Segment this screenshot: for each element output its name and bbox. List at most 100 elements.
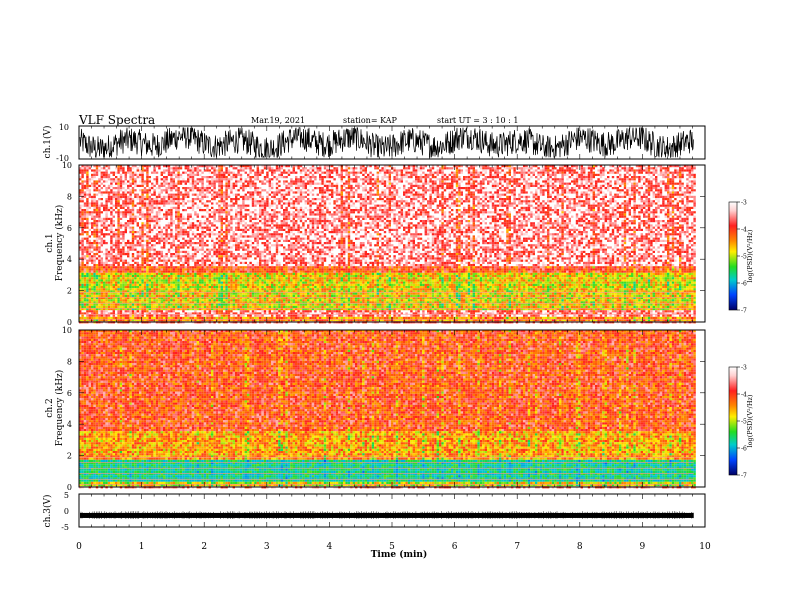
spectrogram-cell [204, 275, 206, 277]
spectrogram-cell [144, 205, 146, 207]
spectrogram-cell [204, 297, 206, 299]
spectrogram-cell [197, 251, 199, 253]
spectrogram-cell [153, 277, 155, 279]
spectrogram-cell [161, 189, 163, 191]
spectrogram-cell [199, 288, 201, 290]
spectrogram-cell [105, 249, 107, 251]
spectrogram-cell [91, 262, 93, 264]
spectrogram-cell [122, 319, 124, 321]
spectrogram-cell [122, 246, 124, 248]
spectrogram-cell [141, 194, 143, 196]
spectrogram-cell [213, 306, 215, 308]
spectrogram-cell [105, 288, 107, 290]
spectrogram-cell [134, 216, 136, 218]
spectrogram-cell [115, 319, 117, 321]
spectrogram-cell [117, 185, 119, 187]
spectrogram-cell [153, 279, 155, 281]
spectrogram-cell [170, 277, 172, 279]
ch1-panel: 10 -10 ch.1(V) [42, 123, 705, 163]
spectrogram-cell [98, 299, 100, 301]
spectrogram-cell [158, 191, 160, 193]
spectrogram-cell [101, 218, 103, 220]
spectrogram-cell [132, 249, 134, 251]
spectrogram-cell [187, 275, 189, 277]
spectrogram-cell [156, 216, 158, 218]
spectrogram-cell [216, 172, 218, 174]
spectrogram-cell [113, 288, 115, 290]
spectrogram-cell [86, 235, 88, 237]
spectrogram-cell [96, 304, 98, 306]
spectrogram-cell [120, 242, 122, 244]
spectrogram-cell [84, 282, 86, 284]
spectrogram-cell [201, 317, 203, 319]
spectrogram-cell [182, 279, 184, 281]
spectrogram-cell [204, 264, 206, 266]
spectrogram-cell [141, 271, 143, 273]
spectrogram-cell [173, 286, 175, 288]
spectrogram-cell [206, 315, 208, 317]
spectrogram-cell [132, 213, 134, 215]
spectrogram-cell [209, 257, 211, 259]
spectrogram-cell [91, 251, 93, 253]
spectrogram-cell [216, 233, 218, 235]
spectrogram-cell [187, 268, 189, 270]
spectrogram-cell [158, 196, 160, 198]
spectrogram-cell [139, 172, 141, 174]
spectrogram-cell [110, 220, 112, 222]
spectrogram-cell [204, 315, 206, 317]
spectrogram-cell [151, 202, 153, 204]
spectrogram-cell [199, 227, 201, 229]
spectrogram-cell [213, 189, 215, 191]
spectrogram-cell [144, 227, 146, 229]
spectrogram-cell [91, 310, 93, 312]
spectrogram-cell [149, 189, 151, 191]
spectrogram-cell [163, 242, 165, 244]
spectrogram-cell [89, 194, 91, 196]
spectrogram-cell [194, 255, 196, 257]
spectrogram-cell [113, 297, 115, 299]
spectrogram-cell [158, 260, 160, 262]
spectrogram-cell [137, 271, 139, 273]
spectrogram-cell [146, 176, 148, 178]
spectrogram-cell [211, 271, 213, 273]
spectrogram-cell [110, 251, 112, 253]
spectrogram-cell [81, 174, 83, 176]
spectrogram-cell [149, 284, 151, 286]
spectrogram-cell [177, 240, 179, 242]
spectrogram-cell [216, 277, 218, 279]
spectrogram-cell [86, 310, 88, 312]
spectrogram-cell [110, 246, 112, 248]
spectrogram-cell [153, 198, 155, 200]
spectrogram-cell [206, 229, 208, 231]
spectrogram-cell [89, 202, 91, 204]
spectrogram-cell [209, 229, 211, 231]
spectrogram-cell [216, 174, 218, 176]
spectrogram-cell [201, 304, 203, 306]
spectrogram-cell [132, 282, 134, 284]
spectrogram-cell [122, 194, 124, 196]
spectrogram-cell [177, 295, 179, 297]
spectrogram-cell [177, 253, 179, 255]
spectrogram-cell [141, 235, 143, 237]
spectrogram-cell [127, 200, 129, 202]
spectrogram-cell [113, 187, 115, 189]
spectrogram-cell [105, 264, 107, 266]
spectrogram-cell [144, 235, 146, 237]
spectrogram-cell [170, 293, 172, 295]
spectrogram-cell [199, 207, 201, 209]
spectrogram-cell [93, 273, 95, 275]
spectrogram-cell [96, 169, 98, 171]
spectrogram-cell [120, 249, 122, 251]
spectrogram-cell [153, 244, 155, 246]
spectrogram-cell [129, 297, 131, 299]
spectrogram-cell [146, 304, 148, 306]
spectrogram-cell [86, 209, 88, 211]
spectrogram-cell [84, 319, 86, 321]
spectrogram-cell [141, 266, 143, 268]
spectrogram-cell [129, 242, 131, 244]
spectrogram-cell [139, 207, 141, 209]
spectrogram-cell [101, 224, 103, 226]
spectrogram-cell [103, 253, 105, 255]
spectrogram-cell [173, 268, 175, 270]
spectrogram-cell [161, 174, 163, 176]
